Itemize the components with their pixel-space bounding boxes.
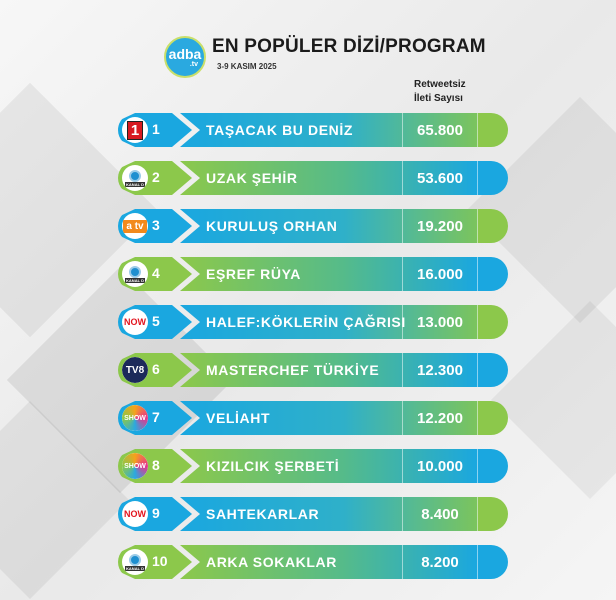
- title-bar: [180, 545, 478, 579]
- bar-end-cap: [478, 113, 508, 147]
- post-count: 13.000: [402, 305, 478, 339]
- rank-number: 7: [152, 409, 160, 425]
- title-bar: [180, 113, 478, 147]
- title-bar: [180, 353, 478, 387]
- now-channel-logo-icon: NOW: [122, 309, 148, 335]
- bar-end-cap: [478, 257, 508, 291]
- bar-end-cap: [478, 497, 508, 531]
- ranking-row: a tv 3 KURULUŞ ORHAN 19.200: [118, 209, 508, 243]
- post-count: 65.800: [402, 113, 478, 147]
- ranking-row: KANAL D 10 ARKA SOKAKLAR 8.200: [118, 545, 508, 579]
- program-name: UZAK ŞEHİR: [206, 170, 298, 186]
- bar-end-cap: [478, 353, 508, 387]
- ranking-row: TV8 6 MASTERCHEF TÜRKİYE 12.300: [118, 353, 508, 387]
- ranking-row: KANAL D 4 EŞREF RÜYA 16.000: [118, 257, 508, 291]
- title-bar: [180, 209, 478, 243]
- rank-number: 9: [152, 505, 160, 521]
- post-count: 10.000: [402, 449, 478, 483]
- show-channel-logo-icon: SHOW: [122, 405, 148, 431]
- program-name: KIZILCIK ŞERBETİ: [206, 458, 340, 474]
- program-name: EŞREF RÜYA: [206, 266, 301, 282]
- now-channel-logo-icon: NOW: [122, 501, 148, 527]
- ranking-row: 1 1 TAŞACAK BU DENİZ 65.800: [118, 113, 508, 147]
- bar-end-cap: [478, 161, 508, 195]
- title-bar: [180, 305, 478, 339]
- rank-number: 8: [152, 457, 160, 473]
- kanal-1-channel-logo-icon: 1: [122, 117, 148, 143]
- program-name: HALEF:KÖKLERİN ÇAĞRISI: [206, 314, 406, 330]
- program-name: MASTERCHEF TÜRKİYE: [206, 362, 380, 378]
- rank-number: 3: [152, 217, 160, 233]
- kanal-d-channel-logo-icon: KANAL D: [122, 165, 148, 191]
- bar-end-cap: [478, 449, 508, 483]
- bar-end-cap: [478, 401, 508, 435]
- show-channel-logo-icon: SHOW: [122, 453, 148, 479]
- title-bar: [180, 497, 478, 531]
- rank-number: 4: [152, 265, 160, 281]
- bar-end-cap: [478, 545, 508, 579]
- ranking-row: KANAL D 2 UZAK ŞEHİR 53.600: [118, 161, 508, 195]
- post-count: 19.200: [402, 209, 478, 243]
- post-count: 8.400: [402, 497, 478, 531]
- title-bar: [180, 449, 478, 483]
- kanal-d-channel-logo-icon: KANAL D: [122, 549, 148, 575]
- post-count: 12.300: [402, 353, 478, 387]
- rank-number: 1: [152, 121, 160, 137]
- date-range: 3-9 KASIM 2025: [217, 62, 277, 71]
- program-name: TAŞACAK BU DENİZ: [206, 122, 354, 138]
- ranking-row: NOW 9 SAHTEKARLAR 8.400: [118, 497, 508, 531]
- title-bar: [180, 401, 478, 435]
- title-bar: [180, 161, 478, 195]
- program-name: KURULUŞ ORHAN: [206, 218, 338, 234]
- bar-end-cap: [478, 305, 508, 339]
- program-name: SAHTEKARLAR: [206, 506, 320, 522]
- post-count: 8.200: [402, 545, 478, 579]
- post-count: 12.200: [402, 401, 478, 435]
- bar-end-cap: [478, 209, 508, 243]
- column-header: Retweetsiz İleti Sayısı: [414, 79, 466, 104]
- kanal-d-channel-logo-icon: KANAL D: [122, 261, 148, 287]
- ranking-row: SHOW 7 VELİAHT 12.200: [118, 401, 508, 435]
- title-bar: [180, 257, 478, 291]
- program-name: ARKA SOKAKLAR: [206, 554, 337, 570]
- rank-number: 2: [152, 169, 160, 185]
- page-title: EN POPÜLER DİZİ/PROGRAM: [212, 36, 486, 57]
- rank-number: 5: [152, 313, 160, 329]
- rank-number: 6: [152, 361, 160, 377]
- tv8-channel-logo-icon: TV8: [122, 357, 148, 383]
- post-count: 53.600: [402, 161, 478, 195]
- post-count: 16.000: [402, 257, 478, 291]
- rank-number: 10: [152, 553, 168, 569]
- ranking-row: NOW 5 HALEF:KÖKLERİN ÇAĞRISI 13.000: [118, 305, 508, 339]
- program-name: VELİAHT: [206, 410, 271, 426]
- ranking-row: SHOW 8 KIZILCIK ŞERBETİ 10.000: [118, 449, 508, 483]
- adba-logo: adba .tv: [164, 36, 206, 78]
- atv-channel-logo-icon: a tv: [122, 213, 148, 239]
